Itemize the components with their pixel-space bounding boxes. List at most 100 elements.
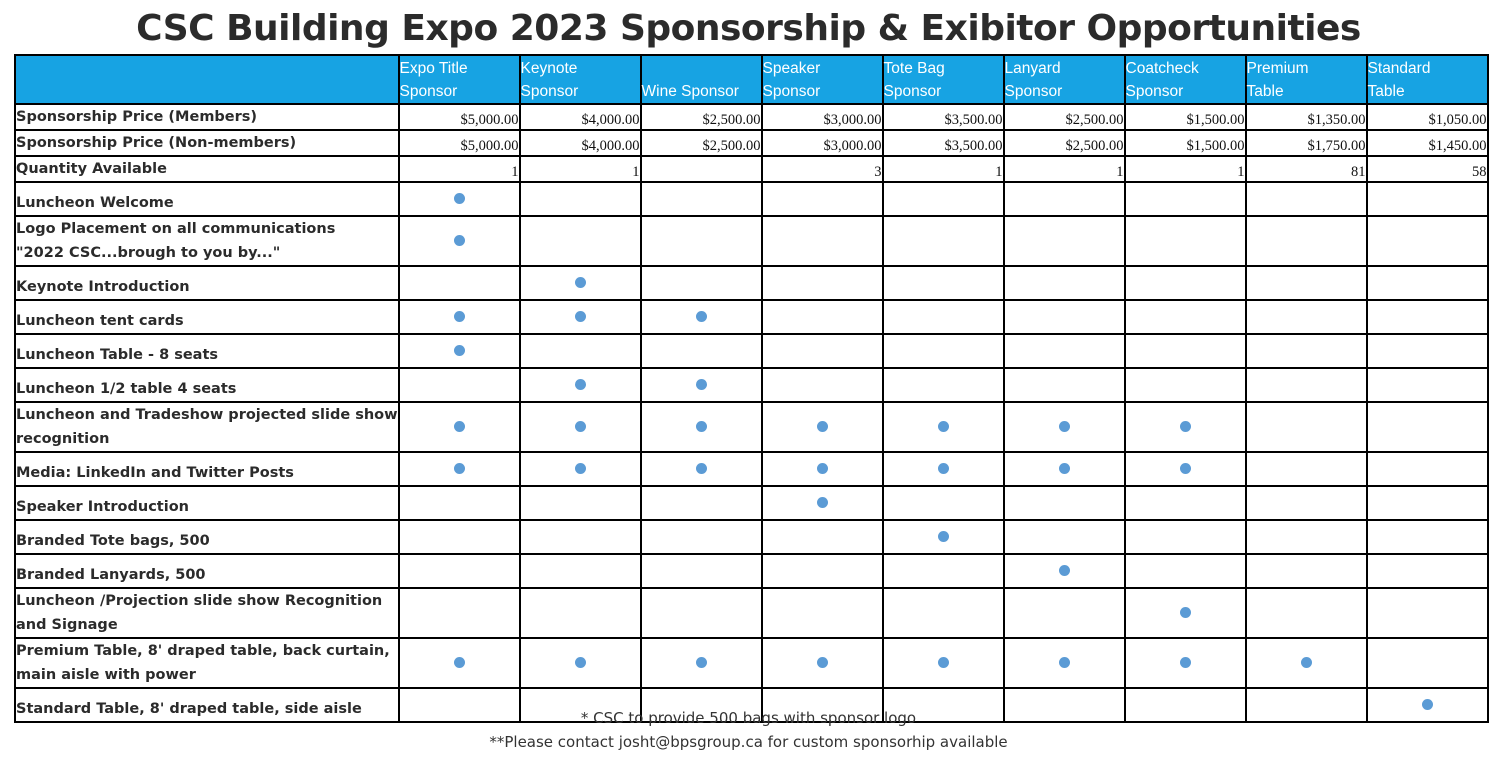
column-header-line1: Tote Bag xyxy=(883,60,945,77)
benefit-cell xyxy=(639,451,763,487)
benefit-cell xyxy=(1002,587,1126,639)
price-cell: $2,500.00 xyxy=(639,129,763,157)
benefit-row: Logo Placement on all communications "202… xyxy=(14,215,1489,267)
benefit-label-line2: and Signage xyxy=(16,617,118,633)
benefit-label-line1: Branded Lanyards, 500 xyxy=(16,567,206,583)
benefit-label: Logo Placement on all communications "202… xyxy=(14,215,400,267)
benefit-cell xyxy=(1002,485,1126,521)
benefit-cell xyxy=(1002,265,1126,301)
benefit-cell xyxy=(1365,519,1489,555)
benefit-cell xyxy=(1244,519,1368,555)
benefit-cell xyxy=(1244,181,1368,217)
bullet-dot-icon xyxy=(574,379,586,391)
benefit-cell xyxy=(881,451,1005,487)
price-row: Quantity Available 1 1 3 1 1 1 81 58 xyxy=(14,155,1489,183)
benefit-cell xyxy=(1002,451,1126,487)
column-header: Keynote Sponsor xyxy=(518,54,642,105)
benefit-cell xyxy=(760,553,884,589)
column-header: Coatcheck Sponsor xyxy=(1123,54,1247,105)
price-cell: 81 xyxy=(1244,155,1368,183)
column-header: Tote Bag Sponsor xyxy=(881,54,1005,105)
header-label-cell xyxy=(14,54,400,105)
benefit-label: Premium Table, 8' draped table, back cur… xyxy=(14,637,400,689)
price-cell: 1 xyxy=(518,155,642,183)
benefit-cell xyxy=(1002,687,1126,723)
price-cell: $3,000.00 xyxy=(760,129,884,157)
benefit-cell xyxy=(639,587,763,639)
benefit-label-line2: recognition xyxy=(16,431,110,447)
benefit-cell xyxy=(397,451,521,487)
benefit-cell xyxy=(397,215,521,267)
benefit-cell xyxy=(397,367,521,403)
benefit-cell xyxy=(881,299,1005,335)
price-cell: $5,000.00 xyxy=(397,129,521,157)
benefit-label: Branded Tote bags, 500 xyxy=(14,519,400,555)
benefit-cell xyxy=(639,401,763,453)
benefit-cell xyxy=(1244,367,1368,403)
benefit-cell xyxy=(1365,485,1489,521)
benefit-label-line1: Keynote Introduction xyxy=(16,279,190,295)
benefit-cell xyxy=(760,299,884,335)
benefit-cell xyxy=(1123,401,1247,453)
price-cell: 1 xyxy=(397,155,521,183)
benefit-row: Luncheon 1/2 table 4 seats xyxy=(14,367,1489,403)
benefit-cell xyxy=(1002,637,1126,689)
bullet-dot-icon xyxy=(453,421,465,433)
benefit-cell xyxy=(1365,401,1489,453)
bullet-dot-icon xyxy=(937,531,949,543)
column-header-line1: Keynote xyxy=(520,60,578,77)
benefit-label: Luncheon and Tradeshow projected slide s… xyxy=(14,401,400,453)
column-header: Speaker Sponsor xyxy=(760,54,884,105)
benefit-label: Luncheon /Projection slide show Recognit… xyxy=(14,587,400,639)
benefit-row: Premium Table, 8' draped table, back cur… xyxy=(14,637,1489,689)
column-header-line2: Sponsor xyxy=(1125,83,1184,100)
benefit-cell xyxy=(1123,333,1247,369)
benefit-cell xyxy=(760,519,884,555)
bullet-dot-icon xyxy=(1179,607,1191,619)
bullet-dot-icon xyxy=(453,311,465,323)
price-cell: $3,500.00 xyxy=(881,129,1005,157)
benefit-cell xyxy=(1123,367,1247,403)
benefit-label-line1: Premium Table, 8' draped table, back cur… xyxy=(16,643,390,659)
price-cell: $1,050.00 xyxy=(1365,103,1489,131)
bullet-dot-icon xyxy=(695,463,707,475)
benefit-label: Keynote Introduction xyxy=(14,265,400,301)
benefit-cell xyxy=(639,687,763,723)
bullet-dot-icon xyxy=(1421,699,1433,711)
benefit-cell xyxy=(1123,553,1247,589)
benefit-cell xyxy=(881,367,1005,403)
bullet-dot-icon xyxy=(1058,421,1070,433)
benefit-cell xyxy=(760,367,884,403)
column-header: Lanyard Sponsor xyxy=(1002,54,1126,105)
price-cell: 1 xyxy=(881,155,1005,183)
benefit-label-line1: Luncheon Welcome xyxy=(16,195,174,211)
price-cell: $1,750.00 xyxy=(1244,129,1368,157)
column-header-line2: Sponsor xyxy=(883,83,942,100)
bullet-dot-icon xyxy=(453,235,465,247)
bullet-dot-icon xyxy=(574,311,586,323)
price-cell: $1,350.00 xyxy=(1244,103,1368,131)
price-cell: 1 xyxy=(1123,155,1247,183)
benefit-label-line1: Luncheon 1/2 table 4 seats xyxy=(16,381,237,397)
bullet-dot-icon xyxy=(1300,657,1312,669)
benefit-cell xyxy=(881,485,1005,521)
bullet-dot-icon xyxy=(1058,657,1070,669)
benefit-label-line1: Luncheon tent cards xyxy=(16,313,184,329)
benefit-cell xyxy=(881,637,1005,689)
price-cell: $2,500.00 xyxy=(639,103,763,131)
benefit-cell xyxy=(397,519,521,555)
bullet-dot-icon xyxy=(574,657,586,669)
benefit-cell xyxy=(1123,587,1247,639)
column-header-line2: Sponsor xyxy=(1004,83,1063,100)
bullet-dot-icon xyxy=(816,497,828,509)
benefit-cell xyxy=(881,519,1005,555)
benefit-cell xyxy=(1365,333,1489,369)
bullet-dot-icon xyxy=(574,421,586,433)
benefit-label: Speaker Introduction xyxy=(14,485,400,521)
column-header-line2: Table xyxy=(1246,83,1284,100)
column-header: Premium Table xyxy=(1244,54,1368,105)
price-cell: $3,000.00 xyxy=(760,103,884,131)
benefit-row: Luncheon /Projection slide show Recognit… xyxy=(14,587,1489,639)
benefit-cell xyxy=(639,265,763,301)
benefit-cell xyxy=(639,299,763,335)
